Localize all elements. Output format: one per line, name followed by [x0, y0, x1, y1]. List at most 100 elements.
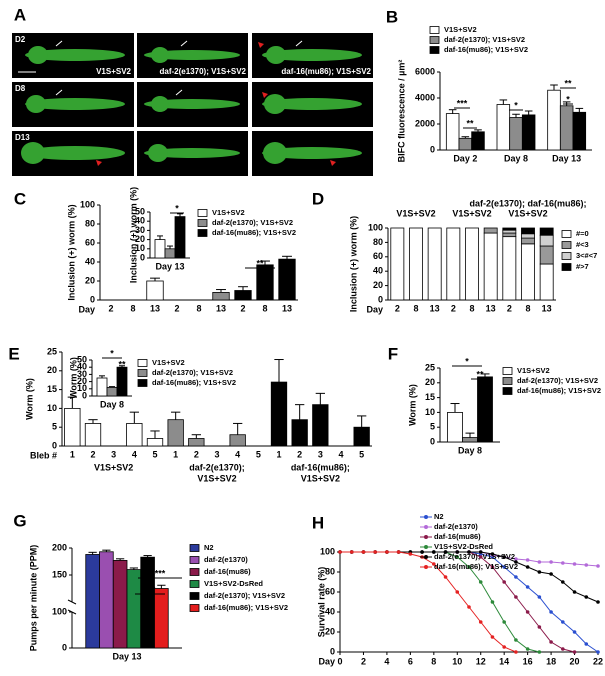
point [549, 572, 553, 576]
y-tick-label: 6000 [415, 66, 435, 76]
point [502, 620, 506, 624]
worm-head [151, 96, 169, 112]
x-tick-label: 13 [430, 303, 440, 313]
legend-swatch [429, 36, 440, 44]
y-tick-label: 0 [378, 294, 383, 304]
worm-head [264, 94, 286, 114]
row-label: D13 [15, 133, 30, 142]
arrow [175, 89, 183, 96]
bar [496, 104, 511, 151]
point [432, 562, 436, 566]
row-label: D8 [15, 84, 26, 93]
legend-swatch [189, 568, 200, 576]
y-tick-label: 200 [52, 542, 67, 552]
x-tick-label: Day 8 [504, 153, 528, 163]
point [385, 550, 389, 554]
bar-segment [502, 232, 517, 238]
x-tick-label: 2 [297, 449, 302, 459]
bar-segment [446, 227, 461, 301]
legend-label: daf-2(e1370); V1S+SV2 [517, 376, 598, 385]
y-axis-label: Worm (%) [407, 384, 417, 426]
bar-segment [539, 234, 554, 247]
column-label: daf-16(mu86); V1S+SV2 [281, 67, 371, 76]
bar-segment [539, 227, 554, 236]
bar [64, 407, 81, 447]
bar [447, 411, 463, 443]
group-label: V1S+SV2 [94, 462, 133, 472]
bar-segment [521, 243, 535, 301]
legend-swatch [502, 367, 513, 375]
x-tick-label: 12 [476, 656, 486, 666]
point [525, 565, 530, 569]
group-label: daf-2(e1370); [189, 462, 245, 472]
group-label: V1S+SV2 [508, 208, 547, 218]
point [490, 552, 495, 556]
x-tick-label: 8 [431, 656, 436, 666]
legend-label: daf-16(mu86); V1S+SV2 [152, 378, 236, 387]
significance: *** [457, 98, 468, 108]
x-tick-label: 4 [384, 656, 389, 666]
bar [116, 366, 128, 397]
legend-swatch [189, 544, 200, 552]
point [467, 550, 471, 554]
group-label: V1S+SV2 [452, 208, 491, 218]
significance: ** [564, 78, 572, 88]
point [514, 575, 518, 579]
x-tick-label: 13 [216, 303, 226, 313]
point [443, 575, 448, 579]
x-tick-label: 8 [196, 303, 201, 313]
x-tick-label: 1 [276, 449, 281, 459]
bar [188, 438, 205, 447]
panel-letter: D [312, 189, 324, 208]
point [478, 550, 483, 554]
bar [126, 569, 142, 649]
bar-segment [483, 227, 498, 234]
x-tick-label: Day 2 [453, 153, 477, 163]
bar [477, 376, 493, 443]
bar-segment [539, 245, 554, 265]
legend-swatch [197, 229, 208, 237]
point [537, 650, 542, 654]
x-tick-label: 14 [499, 656, 509, 666]
worm-head [151, 47, 169, 63]
x-tick-label: 2 [108, 303, 113, 313]
arrowhead [96, 160, 102, 166]
point [561, 647, 565, 651]
x-tick-label: 8 [130, 303, 135, 313]
worm [25, 49, 125, 61]
arrowhead [330, 160, 336, 166]
bar [572, 111, 587, 151]
legend-swatch [189, 580, 200, 588]
x-tick-label: Day 13 [552, 153, 581, 163]
x-tick-label: 1 [70, 449, 75, 459]
worm [262, 98, 362, 110]
point [561, 580, 565, 584]
worms [21, 46, 362, 164]
legend-label: daf-16(mu86); V1S+SV2 [204, 603, 288, 612]
x-tick-label: 1 [173, 449, 178, 459]
x-tick-label: 22 [593, 656, 603, 666]
worm-head [26, 95, 46, 113]
worm [25, 146, 125, 160]
point [514, 638, 518, 642]
y-tick-label: 20 [85, 275, 95, 285]
bar-segment [409, 227, 423, 301]
legend-label: V1S+SV2 [517, 366, 550, 375]
x-tick-label: 13 [282, 303, 292, 313]
arrow [55, 89, 63, 96]
column-label: V1S+SV2 [96, 67, 131, 76]
point [525, 585, 530, 589]
y-tick-label: 10 [135, 243, 145, 253]
bar-segment [502, 229, 517, 234]
bar-segment [521, 227, 535, 235]
bar [146, 280, 164, 301]
point [373, 550, 377, 554]
x-tick-label: 4 [338, 449, 343, 459]
point [514, 560, 518, 564]
x-tick-label: 10 [452, 656, 462, 666]
significance: * [110, 348, 114, 358]
significance: * [465, 356, 469, 366]
point [455, 590, 460, 594]
arrowhead [258, 42, 264, 48]
legend-swatch [424, 565, 428, 569]
